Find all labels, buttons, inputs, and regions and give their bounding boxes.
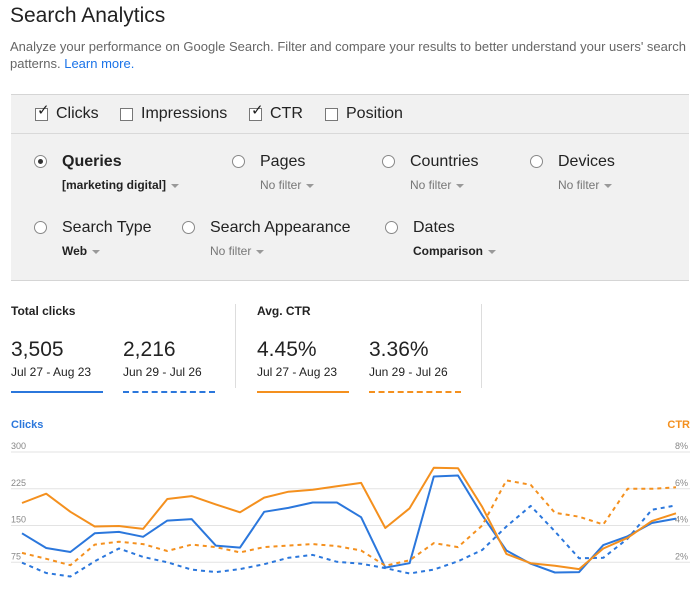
dropdown-caret-icon — [92, 249, 101, 254]
queries-label: Queries — [62, 153, 122, 170]
clicks-previous-legend-line — [123, 391, 215, 393]
dropdown-caret-icon — [306, 183, 315, 188]
metric-toggles: ✓ Clicks Impressions ✓ CTR Position — [11, 95, 689, 134]
search-appearance-value: No filter — [210, 244, 252, 258]
page-title: Search Analytics — [10, 4, 166, 27]
queries-filter-dropdown[interactable]: [marketing digital] — [62, 178, 180, 192]
right-tick-label: 6% — [675, 478, 688, 488]
checkmark-icon: ✓ — [37, 101, 50, 119]
left-axis-label: Clicks — [11, 419, 43, 431]
search-type-dropdown[interactable]: Web — [62, 244, 101, 258]
impressions-checkbox-box[interactable] — [120, 107, 133, 121]
countries-filter-value: No filter — [410, 178, 452, 192]
right-tick-label: 4% — [675, 515, 688, 525]
countries-filter-dropdown[interactable]: No filter — [410, 178, 465, 192]
clicks-solid-series-line — [21, 474, 677, 574]
ctr-solid-series-line — [21, 466, 677, 571]
total-clicks-title: Total clicks — [11, 304, 76, 318]
dropdown-caret-icon — [171, 183, 180, 188]
ctr-previous-value: 3.36% — [369, 338, 429, 361]
clicks-label: Clicks — [56, 105, 99, 122]
search-appearance-radio[interactable] — [182, 221, 195, 234]
pages-radio[interactable] — [232, 155, 245, 168]
devices-filter-value: No filter — [558, 178, 600, 192]
ctr-previous-legend-line — [369, 391, 461, 393]
left-tick-label: 150 — [11, 515, 26, 525]
search-type-value: Web — [62, 244, 88, 258]
dates-dropdown[interactable]: Comparison — [413, 244, 497, 258]
clicks-checkbox-box[interactable]: ✓ — [35, 103, 50, 121]
ctr-current-range: Jul 27 - Aug 23 — [257, 365, 338, 379]
search-type-label: Search Type — [62, 219, 152, 236]
ctr-current-legend-line — [257, 391, 349, 393]
dropdown-caret-icon — [488, 249, 497, 254]
devices-filter-dropdown[interactable]: No filter — [558, 178, 613, 192]
left-tick-label: 300 — [11, 441, 26, 451]
clicks-checkbox[interactable]: ✓ Clicks — [35, 103, 99, 123]
ctr-checkbox[interactable]: ✓ CTR — [249, 103, 303, 123]
position-checkbox[interactable]: Position — [325, 105, 403, 123]
search-appearance-dropdown[interactable]: No filter — [210, 244, 265, 258]
dropdown-caret-icon — [456, 183, 465, 188]
filter-panel: ✓ Clicks Impressions ✓ CTR Position Quer… — [11, 94, 689, 281]
clicks-previous-value: 2,216 — [123, 338, 176, 361]
clicks-current-legend-line — [11, 391, 103, 393]
position-checkbox-box[interactable] — [325, 107, 338, 121]
pages-label: Pages — [260, 153, 306, 170]
ctr-checkbox-box[interactable]: ✓ — [249, 103, 264, 121]
dropdown-caret-icon — [604, 183, 613, 188]
countries-label: Countries — [410, 153, 479, 170]
ctr-previous-range: Jun 29 - Jul 26 — [369, 365, 448, 379]
queries-radio[interactable] — [34, 155, 47, 168]
impressions-label: Impressions — [141, 105, 228, 122]
description-text: Analyze your performance on Google Searc… — [10, 39, 686, 71]
position-label: Position — [346, 105, 403, 122]
stats-divider — [481, 304, 482, 388]
devices-label: Devices — [558, 153, 615, 170]
right-tick-label: 8% — [675, 441, 688, 451]
learn-more-link[interactable]: Learn more. — [64, 56, 135, 71]
queries-filter-value: [marketing digital] — [62, 178, 167, 192]
clicks-ctr-line-chart: Clicks CTR 300 8% 225 6% 150 4% 75 2% — [11, 419, 690, 578]
left-tick-label: 75 — [11, 551, 21, 561]
stats-divider — [235, 304, 236, 388]
clicks-previous-range: Jun 29 - Jul 26 — [123, 365, 202, 379]
dates-value: Comparison — [413, 244, 484, 258]
left-tick-label: 225 — [11, 478, 26, 488]
clicks-dashed-series-line — [21, 504, 677, 578]
clicks-current-value: 3,505 — [11, 338, 64, 361]
dropdown-caret-icon — [256, 249, 265, 254]
pages-filter-dropdown[interactable]: No filter — [260, 178, 315, 192]
ctr-label: CTR — [270, 105, 303, 122]
ctr-current-value: 4.45% — [257, 338, 317, 361]
ctr-dashed-series-line — [21, 479, 677, 567]
right-axis-label: CTR — [667, 419, 690, 431]
clicks-current-range: Jul 27 - Aug 23 — [11, 365, 92, 379]
devices-radio[interactable] — [530, 155, 543, 168]
page-description: Analyze your performance on Google Searc… — [10, 38, 690, 72]
dates-label: Dates — [413, 219, 455, 236]
stats-panel: Total clicks 3,505 Jul 27 - Aug 23 2,216… — [0, 296, 700, 406]
dates-radio[interactable] — [385, 221, 398, 234]
search-type-radio[interactable] — [34, 221, 47, 234]
countries-radio[interactable] — [382, 155, 395, 168]
pages-filter-value: No filter — [260, 178, 302, 192]
avg-ctr-title: Avg. CTR — [257, 304, 311, 318]
search-appearance-label: Search Appearance — [210, 219, 351, 236]
impressions-checkbox[interactable]: Impressions — [120, 105, 227, 123]
checkmark-icon: ✓ — [251, 101, 264, 119]
right-tick-label: 2% — [675, 551, 688, 561]
